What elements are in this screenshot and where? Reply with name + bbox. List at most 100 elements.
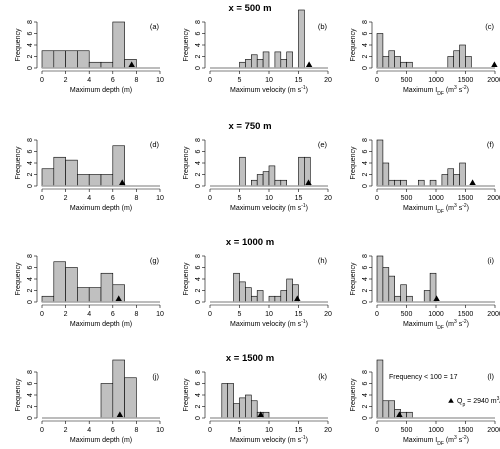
y-axis-label: Frequency (350, 262, 357, 296)
marker-b (305, 61, 313, 67)
y-tick-label: 8 (195, 370, 202, 374)
marker-g (115, 295, 122, 301)
x-tick-label: 2 (64, 77, 68, 84)
x-axis-label: Maximum velocity (m s-1) (230, 319, 308, 328)
x-tick-label: 4 (87, 427, 91, 434)
bar-a-4 (88, 61, 102, 69)
y-tick-label: 2 (195, 172, 202, 176)
y-tick-label: 0 (27, 416, 34, 420)
bar-b-7 (286, 51, 293, 69)
x-tick-label: 10 (156, 195, 164, 202)
y-tick-label: 4 (362, 161, 369, 165)
bar-k-0 (221, 383, 229, 419)
bar-f-6 (429, 179, 437, 187)
panel-e: 0 2 4 6 8 0 5 10 15 20 Frequency Maximum velocity (… (183, 138, 332, 212)
x-tick-label: 10 (156, 77, 164, 84)
bar-e-2 (256, 174, 264, 187)
x-tick-label: 8 (134, 195, 138, 202)
bar-e-0 (239, 156, 246, 187)
bar-f-8 (447, 168, 454, 187)
x-axis-label: Maximum depth (m) (70, 437, 132, 444)
bar-c-1 (382, 56, 390, 69)
panel-g: 0 2 4 6 8 0 2 4 6 8 10 Frequency Maximum depth (m) (g… (15, 254, 164, 328)
y-tick-label: 2 (27, 288, 34, 292)
bar-e-7 (298, 156, 305, 187)
panel-l: 0 2 4 6 8 0 500 1000 1500 2000 Frequency Maximum ID… (350, 359, 500, 447)
bar-b-6 (280, 59, 287, 69)
marker-j (116, 411, 124, 417)
bar-a-2 (65, 50, 78, 69)
x-tick-label: 1000 (428, 427, 444, 434)
bar-b-8 (298, 9, 305, 69)
y-tick-label: 6 (362, 149, 369, 153)
bar-l-5 (406, 411, 413, 419)
marker-f (469, 179, 476, 185)
bar-g-2 (65, 267, 78, 303)
y-tick-label: 8 (195, 20, 202, 24)
x-tick-label: 500 (401, 77, 413, 84)
bar-k-3 (239, 397, 246, 419)
panel-c: 0 2 4 6 8 0 500 1000 1500 2000 Frequency Maximum ID… (350, 20, 500, 97)
bar-i-6 (423, 290, 431, 303)
x-tick-label: 1000 (428, 195, 444, 202)
y-axis-label: Frequency (183, 146, 190, 180)
y-tick-label: 2 (195, 404, 202, 408)
y-tick-label: 2 (195, 288, 202, 292)
y-tick-label: 6 (195, 149, 202, 153)
x-tick-label: 6 (111, 77, 115, 84)
panel-label: (j) (152, 372, 159, 381)
bar-h-6 (274, 295, 282, 303)
bar-g-3 (77, 287, 90, 303)
x-tick-label: 10 (265, 195, 273, 202)
y-tick-label: 2 (27, 172, 34, 176)
bar-b-5 (274, 51, 282, 69)
y-tick-label: 6 (27, 149, 34, 153)
panel-label: (i) (487, 256, 494, 265)
bar-i-0 (376, 255, 384, 303)
y-tick-label: 2 (195, 54, 202, 58)
bar-i-5 (406, 295, 413, 303)
y-tick-label: 6 (27, 381, 34, 385)
marker-d (119, 179, 126, 185)
bar-a-1 (53, 50, 66, 69)
y-tick-label: 6 (362, 265, 369, 269)
bar-c-9 (465, 56, 472, 69)
bar-e-5 (274, 179, 282, 187)
y-tick-label: 4 (362, 43, 369, 47)
x-tick-label: 1500 (458, 311, 474, 318)
y-tick-label: 4 (362, 277, 369, 281)
y-axis-label: Frequency (15, 146, 22, 180)
bar-f-5 (417, 179, 425, 187)
x-tick-label: 10 (265, 77, 273, 84)
x-tick-label: 2000 (487, 195, 500, 202)
x-tick-label: 15 (295, 311, 303, 318)
bar-l-0 (376, 359, 384, 419)
x-tick-label: 15 (295, 427, 303, 434)
bar-a-6 (112, 21, 125, 69)
qp-legend-marker (448, 398, 454, 403)
x-tick-label: 0 (40, 77, 44, 84)
bar-h-8 (286, 278, 293, 303)
y-tick-label: 2 (27, 54, 34, 58)
y-tick-label: 2 (362, 404, 369, 408)
y-tick-label: 6 (27, 31, 34, 35)
x-tick-label: 2000 (487, 77, 500, 84)
y-tick-label: 8 (362, 254, 369, 258)
bar-f-1 (382, 162, 390, 187)
y-tick-label: 4 (27, 393, 34, 397)
bar-j-0 (100, 383, 114, 419)
x-tick-label: 5 (238, 77, 242, 84)
bar-h-2 (245, 287, 252, 303)
x-tick-label: 20 (324, 77, 332, 84)
x-tick-label: 2 (64, 427, 68, 434)
x-tick-label: 8 (134, 77, 138, 84)
bar-f-0 (376, 139, 384, 187)
x-tick-label: 0 (208, 195, 212, 202)
x-tick-label: 8 (134, 427, 138, 434)
y-tick-label: 0 (362, 184, 369, 188)
x-tick-label: 8 (134, 311, 138, 318)
y-axis-label: Frequency (15, 262, 22, 296)
x-tick-label: 500 (401, 311, 413, 318)
bar-c-0 (376, 33, 384, 69)
x-tick-label: 0 (208, 311, 212, 318)
